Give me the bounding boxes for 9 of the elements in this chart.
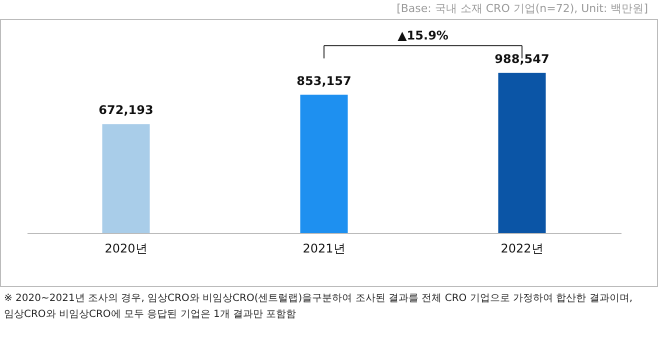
x-tick-label: 2021년 bbox=[302, 242, 346, 256]
text: [Base: 국내 소재 CRO 기업(n=72), Unit: 백만원] bbox=[396, 1, 649, 17]
data-label: 853,157 bbox=[296, 74, 352, 88]
x-tick-label: 2020년 bbox=[104, 242, 148, 256]
text: ※ 2020~2021년 조사의 경우, 임상CRO와 비임상CRO(센트럴랩)을구분하여 조사된 결과를 전체 CRO 기업으로 가정하여 합산한 결과이며, 임상CRO와 비임상CRO에 모두 응답된 기업은 1개 결과만 포함함 bbox=[3, 292, 634, 322]
text: ▲15.9% bbox=[398, 28, 448, 43]
x-tick-label: 2022년 bbox=[500, 242, 544, 256]
data-label: 988,547 bbox=[494, 52, 550, 66]
data-label: 672,193 bbox=[98, 103, 154, 118]
